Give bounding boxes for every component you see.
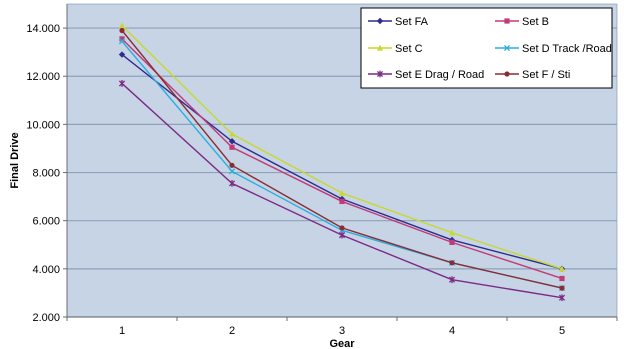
data-point-marker xyxy=(339,189,345,196)
data-point-marker xyxy=(229,144,235,150)
series-group xyxy=(119,22,565,272)
data-point-marker xyxy=(448,276,456,284)
data-point-marker xyxy=(119,27,125,34)
legend-item: Set FA xyxy=(368,16,429,28)
data-point-marker xyxy=(339,198,345,205)
legend-label: Set D Track /Road xyxy=(522,43,612,55)
data-point-marker xyxy=(376,70,384,78)
x-tick-label: 1 xyxy=(119,325,125,337)
data-point-marker xyxy=(119,22,125,29)
data-point-marker xyxy=(449,229,455,236)
data-point-marker xyxy=(559,275,565,282)
data-point-marker xyxy=(118,80,126,87)
legend-item: Set B xyxy=(495,16,549,28)
y-tick-label: 8.000 xyxy=(32,168,60,180)
y-tick-labels: 2.000 4.000 6.000 8.000 10.000 12.000 14.000 xyxy=(26,23,67,324)
legend-label: Set C xyxy=(395,43,423,55)
data-point-marker xyxy=(558,294,566,302)
data-point-marker xyxy=(559,265,565,272)
data-point-marker xyxy=(119,36,125,42)
x-tick-label: 3 xyxy=(339,325,345,337)
data-point-marker xyxy=(503,44,511,52)
series-lines xyxy=(118,22,566,302)
series-group xyxy=(118,80,566,302)
data-point-marker xyxy=(449,260,455,266)
data-point-marker xyxy=(449,239,455,245)
y-tick-label: 12.000 xyxy=(26,71,60,83)
y-tick-label: 6.000 xyxy=(32,216,60,228)
legend-label: Set FA xyxy=(395,16,429,28)
data-point-marker xyxy=(229,162,235,168)
data-point-marker xyxy=(559,285,565,291)
data-point-marker xyxy=(228,138,236,145)
x-tick-label: 5 xyxy=(559,325,565,337)
legend-label: Set E Drag / Road xyxy=(395,69,484,81)
y-tick-label: 4.000 xyxy=(32,264,60,276)
legend-item: Set D Track /Road xyxy=(495,43,612,55)
x-tick-label: 2 xyxy=(229,325,235,337)
data-point-marker xyxy=(339,225,345,231)
legend-box xyxy=(360,7,613,89)
data-point-marker xyxy=(228,179,236,187)
y-axis-title: Final Drive xyxy=(9,132,21,188)
axes xyxy=(66,4,617,318)
data-point-marker xyxy=(504,18,510,24)
legend-label: Set F / Sti xyxy=(522,69,570,81)
data-point-marker xyxy=(377,44,383,51)
data-point-marker xyxy=(118,38,126,45)
series-group xyxy=(119,27,565,291)
legend-item: Set F / Sti xyxy=(495,69,570,81)
series-group xyxy=(119,36,565,282)
x-axis-title: Gear xyxy=(329,338,355,349)
legend-label: Set B xyxy=(522,16,549,28)
legend-item: Set C xyxy=(368,43,423,55)
data-point-marker xyxy=(228,168,236,175)
x-tick-label: 4 xyxy=(449,325,455,337)
x-tick-labels: 1 2 3 4 5 xyxy=(66,317,618,337)
y-tick-label: 14.000 xyxy=(26,23,60,35)
data-point-marker xyxy=(229,130,235,137)
y-tick-label: 10.000 xyxy=(26,119,60,131)
legend: Set FA Set B Set C Set D Track /Road Set E D… xyxy=(360,7,613,89)
data-point-marker xyxy=(504,71,510,77)
legend-item: Set E Drag / Road xyxy=(368,69,484,81)
data-point-marker xyxy=(376,17,384,25)
y-tick-label: 2.000 xyxy=(32,312,60,324)
data-point-marker xyxy=(338,231,346,239)
data-point-marker xyxy=(118,51,126,58)
